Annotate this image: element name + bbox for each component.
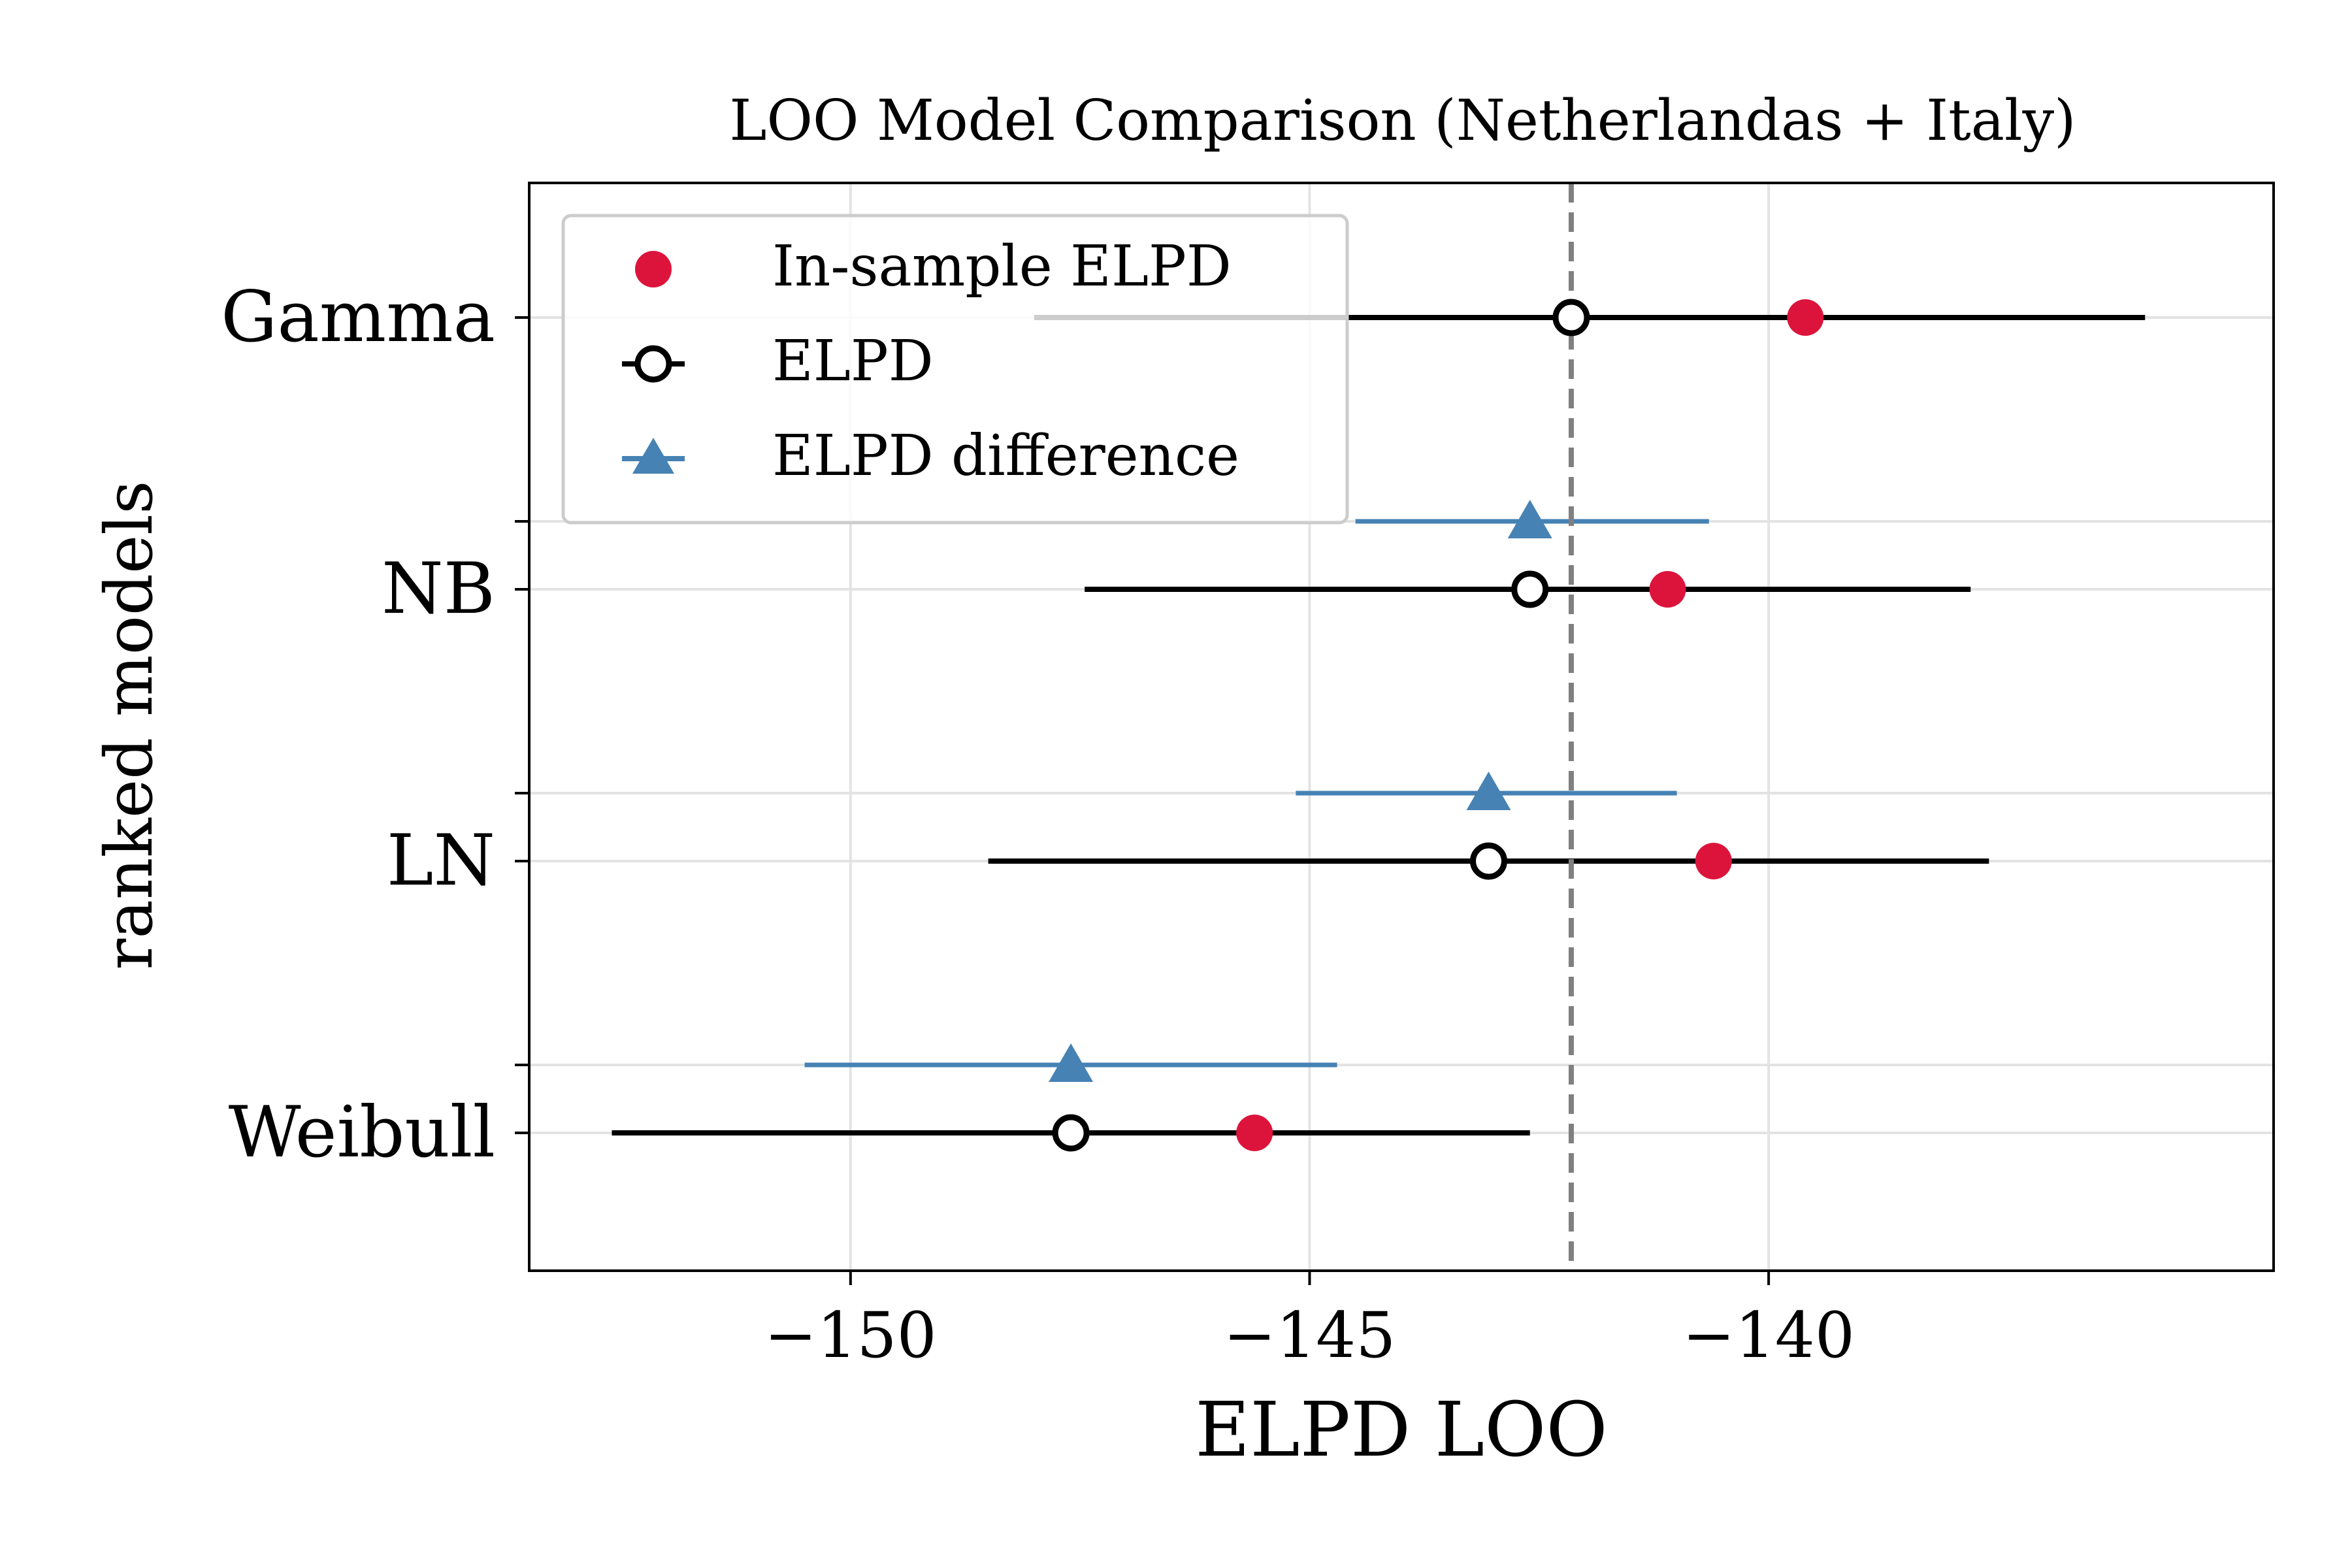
x-tick-label: −145	[1224, 1299, 1396, 1372]
legend-label-in-sample: In-sample ELPD	[772, 234, 1232, 299]
elpd-marker-weibull	[1052, 1114, 1090, 1152]
in-sample-elpd-marker-ln	[1695, 843, 1732, 879]
elpd-difference-marker-ln	[1466, 772, 1511, 810]
legend-box	[561, 214, 1349, 525]
y-axis-label: ranked models	[91, 481, 167, 970]
y-tick-label-ln: LN	[387, 820, 495, 902]
chart-title: LOO Model Comparison (Netherlandas + Ita…	[729, 88, 2076, 154]
x-axis-label: ELPD LOO	[1195, 1386, 1607, 1474]
legend-marker-in-sample	[635, 251, 672, 287]
x-tick-label: −140	[1682, 1299, 1855, 1372]
data-markers	[1049, 299, 1824, 1152]
in-sample-elpd-marker-gamma	[1787, 299, 1824, 336]
elpd-difference-marker-weibull	[1049, 1043, 1094, 1082]
elpd-marker-nb	[1511, 570, 1549, 608]
legend-marker-diff	[632, 438, 674, 474]
elpd-marker-gamma	[1552, 299, 1590, 336]
y-tick-label-weibull: Weibull	[229, 1092, 495, 1173]
elpd-marker-ln	[1470, 842, 1507, 880]
y-tick-label-nb: NB	[382, 548, 495, 630]
legend-label-elpd: ELPD	[772, 329, 934, 394]
legend-marker-elpd	[634, 345, 672, 383]
in-sample-elpd-marker-weibull	[1236, 1115, 1273, 1151]
x-tick-label: −150	[764, 1299, 937, 1372]
y-tick-label-gamma: Gamma	[221, 276, 495, 358]
in-sample-elpd-marker-nb	[1649, 571, 1686, 608]
legend-label-diff: ELPD difference	[772, 423, 1239, 489]
axis-ticks: −150 −145 −140 Gamma NB LN Weibull	[221, 276, 1855, 1372]
elpd-difference-marker-nb	[1507, 500, 1552, 538]
legend: In-sample ELPD ELPD ELPD difference	[561, 214, 1349, 525]
plot-frame	[528, 182, 2275, 1272]
